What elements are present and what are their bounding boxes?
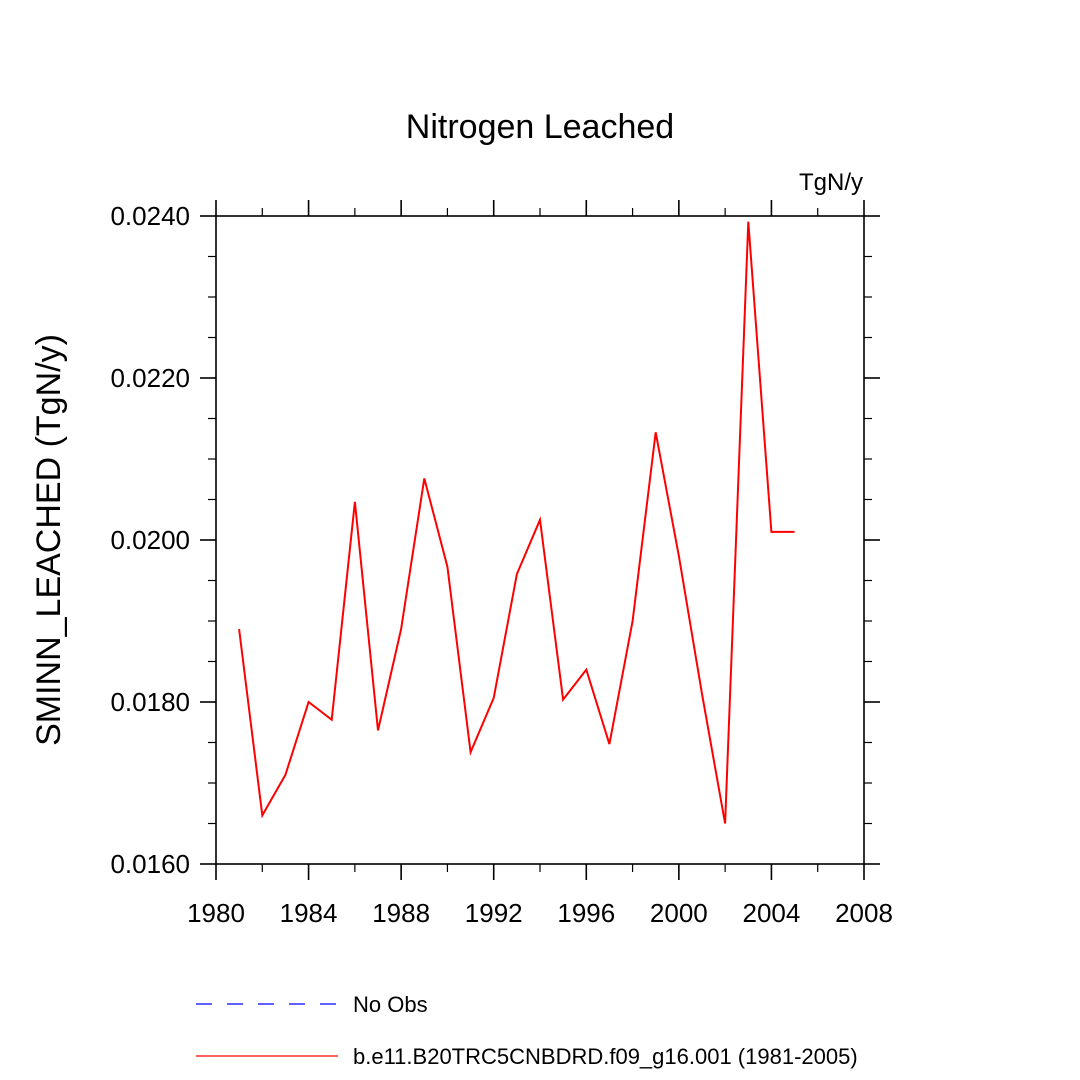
legend-label: No Obs — [353, 992, 428, 1017]
units-label: TgN/y — [799, 169, 863, 196]
legend: No Obs b.e11.B20TRC5CNBDRD.f09_g16.001 (1… — [196, 992, 858, 1069]
x-tick-label: 1992 — [465, 898, 523, 928]
x-tick-label: 1984 — [280, 898, 338, 928]
y-tick-label: 0.0160 — [110, 849, 190, 879]
x-axis: 1980 1984 1988 1992 1996 2000 2004 2008 — [187, 200, 893, 928]
y-tick-label: 0.0220 — [110, 363, 190, 393]
plot-frame — [215, 215, 865, 865]
x-tick-label: 1988 — [372, 898, 430, 928]
y-tick-label: 0.0180 — [110, 687, 190, 717]
x-tick-label: 1980 — [187, 898, 245, 928]
x-tick-label: 2000 — [650, 898, 708, 928]
series-layer — [238, 221, 795, 824]
y-tick-label: 0.0240 — [110, 201, 190, 231]
y-axis: 0.0160 0.0180 0.0200 0.0220 0.0240 — [110, 201, 880, 879]
x-tick-label: 1996 — [557, 898, 615, 928]
y-axis-label: SMINN_LEACHED (TgN/y) — [30, 334, 68, 746]
x-tick-label: 2008 — [835, 898, 893, 928]
y-tick-label: 0.0200 — [110, 525, 190, 555]
chart-title: Nitrogen Leached — [406, 108, 674, 146]
series-line — [238, 221, 795, 824]
legend-label: b.e11.B20TRC5CNBDRD.f09_g16.001 (1981-20… — [353, 1044, 858, 1069]
x-tick-label: 2004 — [743, 898, 801, 928]
